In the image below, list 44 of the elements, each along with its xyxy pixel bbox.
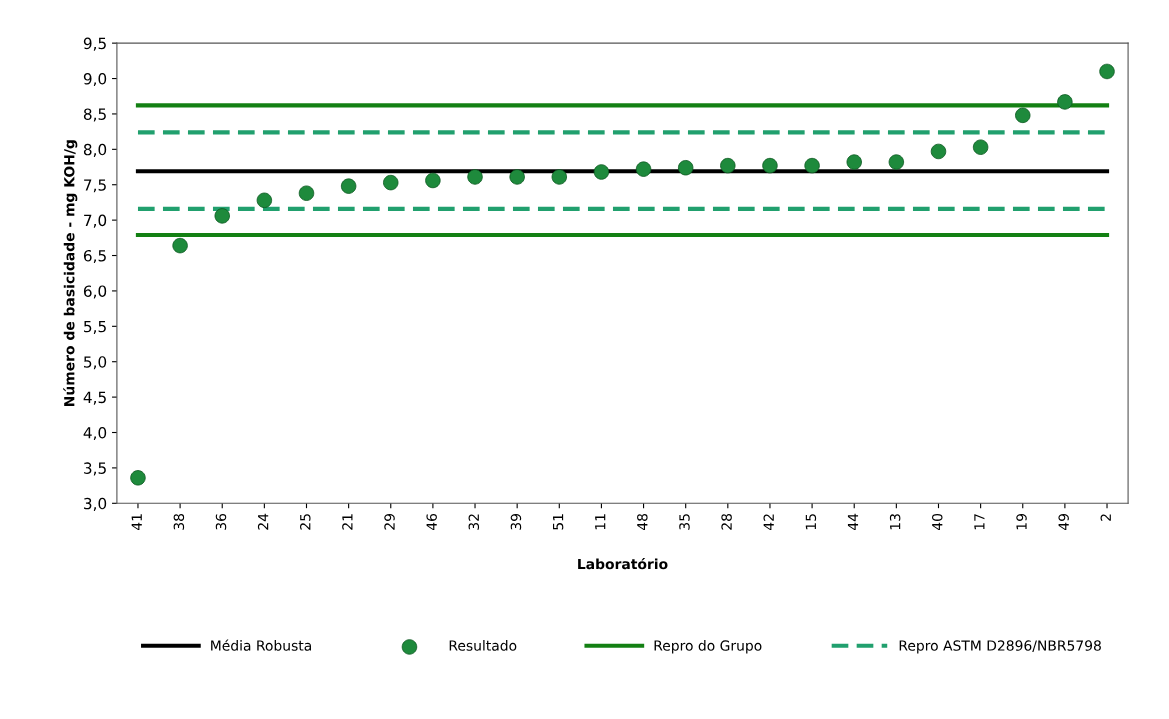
x-tick-label: 39 (510, 514, 522, 530)
legend-label: Repro ASTM D2896/NBR5798 (899, 640, 1101, 654)
x-tick-label: 19 (1016, 514, 1027, 530)
legend-label: Média Robusta (211, 639, 311, 651)
y-tick-label: 9,0 (83, 73, 107, 87)
x-tick-label: 21 (342, 514, 353, 530)
x-tick-label: 11 (595, 514, 606, 530)
legend-label: Resultado (449, 640, 517, 651)
x-tick-label: 2 (1100, 514, 1111, 521)
y-tick-label: 8,5 (83, 108, 106, 122)
x-tick-label: 42 (763, 514, 774, 531)
y-tick-label: 9,5 (83, 37, 106, 51)
x-tick-label: 13 (889, 514, 901, 530)
x-tick-label: 40 (932, 513, 943, 531)
x-tick-label: 17 (974, 514, 985, 530)
x-tick-label: 29 (384, 514, 395, 530)
y-tick-label: 7,5 (84, 179, 106, 193)
y-tick-label: 4,5 (83, 391, 106, 405)
y-tick-label: 4,0 (83, 426, 107, 441)
x-tick-label: 49 (1058, 514, 1069, 531)
x-tick-label: 38 (173, 513, 185, 530)
x-tick-label: 25 (300, 514, 311, 530)
y-tick-label: 5,0 (84, 356, 107, 370)
y-tick-label: 7,0 (84, 214, 107, 228)
x-tick-label: 36 (215, 513, 227, 530)
y-axis-title: Número de basicidade - mg KOH/g (63, 140, 78, 406)
legend-label: Repro do Grupo (654, 640, 762, 654)
x-tick-label: 32 (468, 514, 480, 530)
y-tick-label: 6,0 (83, 285, 107, 299)
x-tick-label: 24 (257, 513, 269, 530)
y-tick-label: 3,0 (84, 497, 107, 511)
x-tick-label: 48 (637, 513, 648, 531)
y-tick-label: 3,5 (84, 462, 106, 476)
x-tick-label: 44 (847, 513, 859, 531)
x-tick-label: 28 (721, 513, 732, 530)
x-tick-label: 46 (426, 513, 437, 531)
y-tick-label: 8,0 (83, 143, 107, 157)
x-tick-label: 35 (679, 514, 690, 530)
y-tick-label: 5,5 (84, 320, 106, 334)
x-tick-label: 51 (553, 514, 564, 530)
y-tick-label: 6,5 (83, 249, 106, 264)
x-tick-label: 15 (805, 514, 817, 530)
x-tick-label: 41 (131, 514, 142, 531)
x-axis-title: Laboratório (578, 557, 668, 570)
